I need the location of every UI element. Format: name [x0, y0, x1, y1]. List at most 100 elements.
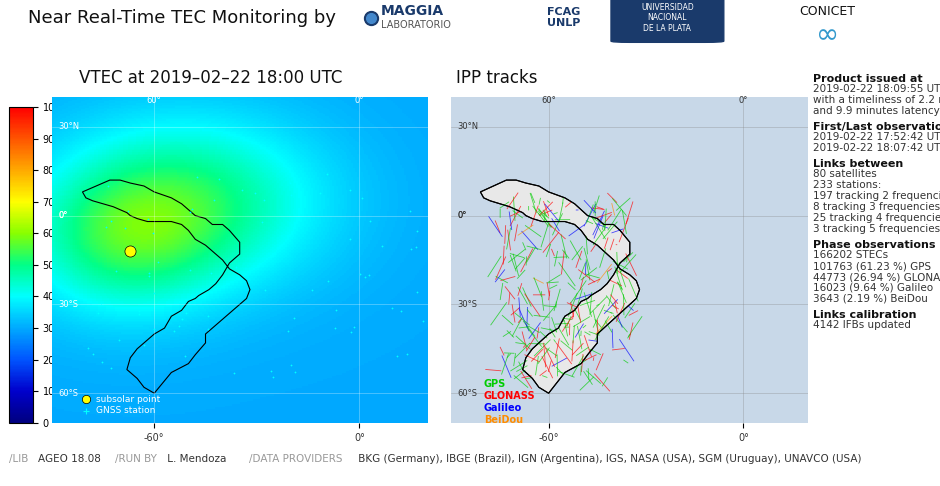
Point	[286, 314, 301, 322]
Text: 0°: 0°	[458, 211, 467, 220]
Point	[258, 286, 273, 294]
Text: 60°: 60°	[147, 96, 162, 105]
Point	[264, 367, 279, 375]
Point	[126, 243, 141, 250]
Point	[140, 215, 155, 223]
Point	[247, 189, 262, 197]
Point	[178, 352, 193, 360]
Point	[389, 352, 404, 360]
Point	[357, 273, 372, 281]
Text: First/Last observation at: First/Last observation at	[813, 122, 940, 132]
Point	[103, 364, 118, 372]
Text: 2019-02-22 18:09:55 UTC: 2019-02-22 18:09:55 UTC	[813, 84, 940, 94]
Text: Links calibration: Links calibration	[813, 311, 916, 320]
Point	[142, 269, 157, 277]
Point	[362, 272, 377, 279]
Point	[403, 245, 418, 253]
Point	[109, 267, 124, 275]
Point	[80, 345, 95, 352]
Text: 8 tracking 3 frequencies: 8 tracking 3 frequencies	[813, 202, 940, 212]
Y-axis label: TECU (i.e., 10¹⁶ free e⁻ per m²): TECU (i.e., 10¹⁶ free e⁻ per m²)	[64, 195, 72, 334]
Text: FCAG
UNLP: FCAG UNLP	[547, 7, 581, 29]
Text: Near Real-Time TEC Monitoring by: Near Real-Time TEC Monitoring by	[28, 9, 337, 27]
Text: GLONASS: GLONASS	[484, 391, 535, 401]
Text: /RUN BY: /RUN BY	[115, 454, 157, 464]
Point	[182, 208, 197, 216]
Text: GPS: GPS	[484, 379, 506, 389]
Text: 25 tracking 4 frequencies: 25 tracking 4 frequencies	[813, 213, 940, 223]
Point	[394, 308, 409, 315]
Point	[166, 327, 181, 335]
Text: 2019-02-22 18:07:42 UTC: 2019-02-22 18:07:42 UTC	[813, 143, 940, 153]
Text: 30°N: 30°N	[458, 122, 478, 131]
Point	[112, 336, 127, 344]
Point	[171, 322, 186, 330]
Text: 44773 (26.94 %) GLONASS: 44773 (26.94 %) GLONASS	[813, 272, 940, 282]
Text: 166202 STECs: 166202 STECs	[813, 250, 888, 260]
Text: 4142 IFBs updated: 4142 IFBs updated	[813, 320, 911, 330]
Point	[127, 248, 142, 256]
Point	[120, 207, 135, 215]
Point	[374, 243, 389, 250]
Point	[98, 224, 113, 231]
Text: 80 satellites: 80 satellites	[813, 169, 877, 179]
Point	[103, 217, 118, 225]
Point	[321, 277, 336, 284]
Text: Phase observations: Phase observations	[813, 241, 935, 250]
Point	[312, 190, 327, 197]
Point	[101, 182, 116, 190]
Text: 0°: 0°	[458, 211, 467, 220]
Text: /DATA PROVIDERS: /DATA PROVIDERS	[249, 454, 342, 464]
Text: L. Mendoza: L. Mendoza	[164, 454, 230, 464]
Text: MAGGIA: MAGGIA	[381, 4, 444, 18]
Point	[118, 224, 133, 231]
Point	[204, 269, 219, 277]
Text: 3643 (2.19 %) BeiDou: 3643 (2.19 %) BeiDou	[813, 294, 928, 304]
Point	[305, 286, 320, 294]
Text: 30°N: 30°N	[58, 122, 80, 131]
Point	[185, 205, 200, 213]
Text: ∞: ∞	[816, 21, 838, 49]
Text: GNSS station: GNSS station	[96, 406, 155, 416]
Point	[343, 329, 358, 336]
Point	[132, 307, 147, 315]
Text: 233 stations:: 233 stations:	[813, 180, 882, 190]
Point	[94, 359, 109, 366]
Point	[283, 362, 298, 369]
Text: UNIVERSIDAD
NACIONAL
DE LA PLATA: UNIVERSIDAD NACIONAL DE LA PLATA	[641, 3, 694, 33]
Text: BeiDou: BeiDou	[484, 415, 523, 425]
Text: 60°S: 60°S	[58, 389, 79, 398]
Point	[175, 315, 190, 323]
Point	[256, 196, 271, 204]
Point	[254, 218, 269, 226]
Text: CONICET: CONICET	[799, 5, 855, 18]
Point	[146, 229, 161, 237]
Point	[281, 327, 296, 335]
Point	[283, 179, 298, 187]
Point	[402, 207, 417, 215]
Text: 30°S: 30°S	[58, 300, 79, 309]
Text: and 9.9 minutes latency: and 9.9 minutes latency	[813, 106, 940, 116]
Point	[327, 324, 342, 332]
Text: Galileo: Galileo	[484, 403, 522, 413]
Text: 0°: 0°	[354, 96, 364, 105]
Text: 0°: 0°	[58, 211, 68, 220]
Text: LABORATORIO: LABORATORIO	[381, 20, 450, 30]
Polygon shape	[480, 180, 639, 393]
FancyBboxPatch shape	[611, 0, 724, 42]
Point	[288, 368, 303, 376]
Point	[200, 312, 215, 320]
Point	[265, 373, 280, 381]
Point	[182, 266, 197, 274]
Point	[136, 341, 151, 349]
Point	[352, 270, 368, 278]
Point	[212, 175, 227, 183]
Point	[347, 323, 362, 330]
Text: VTEC at 2019–02–22 18:00 UTC: VTEC at 2019–02–22 18:00 UTC	[79, 69, 342, 87]
Point	[284, 191, 299, 198]
Point	[342, 235, 357, 243]
Point	[329, 306, 344, 314]
Text: subsolar point: subsolar point	[96, 395, 161, 404]
Point	[201, 325, 216, 333]
Text: 0°: 0°	[739, 96, 748, 105]
